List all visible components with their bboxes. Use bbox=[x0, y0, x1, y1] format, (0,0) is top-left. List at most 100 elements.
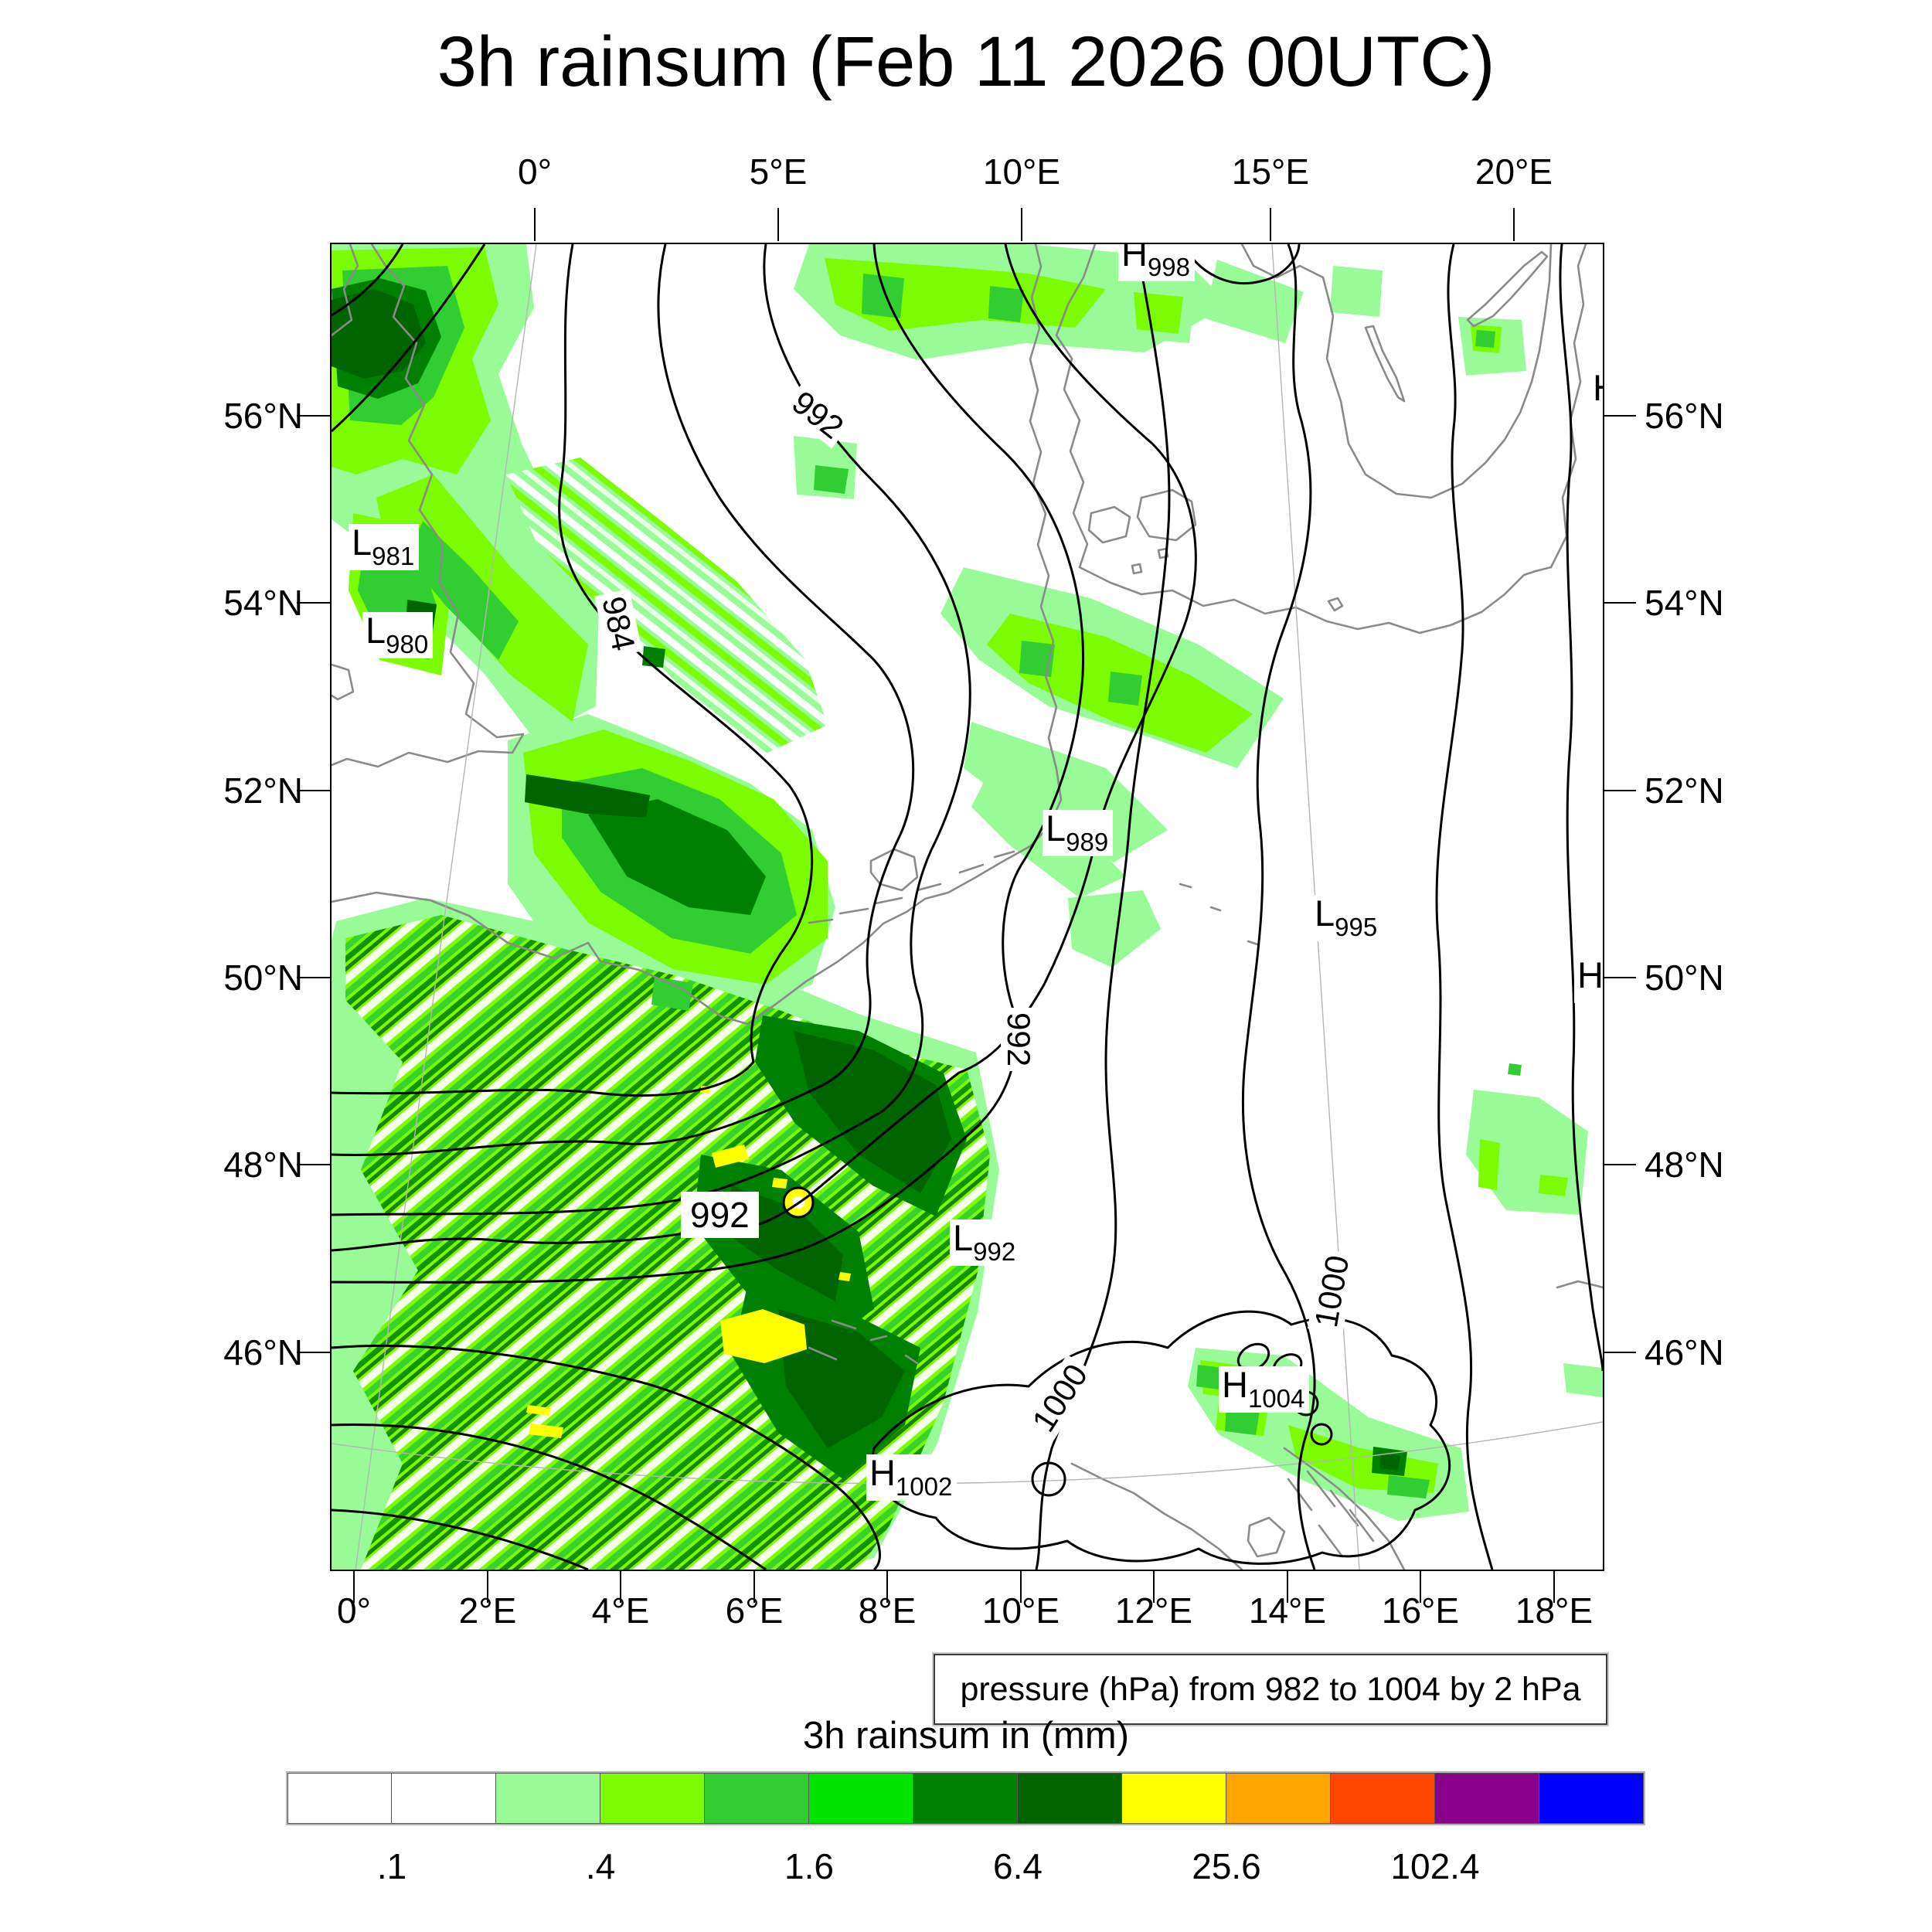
colorbar-cell bbox=[705, 1773, 809, 1824]
rain-patch bbox=[862, 274, 904, 318]
coastline-layer bbox=[332, 244, 1603, 1570]
pressure-center-letter: L bbox=[1046, 808, 1066, 849]
rain-patch-heavy bbox=[529, 1423, 563, 1438]
rain-patch-heavy bbox=[712, 1145, 749, 1168]
bottom-axis-tick-label: 4°E bbox=[591, 1590, 650, 1631]
pressure-center-value: 1002 bbox=[895, 1472, 953, 1501]
axis-tick bbox=[353, 1570, 355, 1603]
rain-patch bbox=[1539, 1175, 1568, 1196]
axis-tick bbox=[1603, 602, 1636, 604]
pressure-caption: pressure (hPa) from 982 to 1004 by 2 hPa bbox=[934, 1654, 1607, 1725]
rain-patch-heavy bbox=[526, 1405, 551, 1416]
coastline-path bbox=[746, 244, 1063, 1026]
axis-tick bbox=[886, 1570, 888, 1603]
pressure-center-value: 992 bbox=[973, 1237, 1016, 1266]
rain-patch bbox=[588, 799, 766, 915]
axis-tick bbox=[297, 1352, 330, 1353]
bottom-axis-tick-label: 12°E bbox=[1114, 1590, 1193, 1631]
colorbar-tick-label: .1 bbox=[376, 1846, 407, 1886]
bottom-axis-tick-label: 6°E bbox=[725, 1590, 784, 1631]
rain-patch-heavy bbox=[838, 1272, 851, 1281]
coastline-path bbox=[869, 848, 919, 892]
axis-tick bbox=[534, 208, 536, 241]
rain-patch bbox=[1379, 1454, 1400, 1471]
pressure-center-label: H bbox=[1590, 369, 1603, 416]
pressure-center-label: H1004 bbox=[1219, 1366, 1310, 1413]
top-axis-tick-label: 10°E bbox=[982, 151, 1061, 192]
legend-title: 3h rainsum in (mm) bbox=[802, 1715, 1130, 1757]
coastline-path bbox=[332, 891, 749, 1026]
contour-loop bbox=[1031, 1461, 1066, 1497]
axis-tick bbox=[1021, 208, 1022, 241]
right-axis-tick-label: 46°N bbox=[1645, 1332, 1724, 1372]
colorbar-cell bbox=[287, 1773, 392, 1824]
bottom-axis-tick-label: 16°E bbox=[1381, 1590, 1460, 1631]
rain-patch bbox=[1563, 1363, 1603, 1397]
axis-tick bbox=[1420, 1570, 1421, 1603]
contour-path bbox=[871, 1310, 1451, 1565]
colorbar-cell bbox=[1226, 1773, 1331, 1824]
left-axis-tick-label: 48°N bbox=[223, 1145, 303, 1185]
right-axis-tick-label: 50°N bbox=[1645, 957, 1724, 998]
rain-patch bbox=[1288, 1425, 1438, 1493]
bottom-axis-tick-label: 8°E bbox=[858, 1590, 917, 1631]
coastline-path bbox=[332, 244, 359, 337]
axis-tick bbox=[1603, 790, 1636, 791]
colorbar-tick-label: 6.4 bbox=[993, 1846, 1043, 1886]
right-axis-tick-label: 56°N bbox=[1645, 396, 1724, 436]
axis-tick bbox=[620, 1570, 621, 1603]
rain-patch bbox=[525, 774, 650, 818]
pressure-center-value: 980 bbox=[386, 630, 429, 658]
pressure-center-letter: L bbox=[1315, 893, 1335, 934]
colorbar-cell bbox=[1018, 1773, 1122, 1824]
pressure-center-letter: H bbox=[1121, 243, 1148, 274]
contour-path bbox=[1435, 244, 1494, 1570]
coastline-path bbox=[332, 244, 525, 768]
pressure-center-label: H10 bbox=[1574, 954, 1604, 1003]
pressure-center-value: 981 bbox=[372, 542, 415, 570]
colorbar bbox=[287, 1773, 1644, 1824]
pressure-center-label: L989 bbox=[1043, 808, 1114, 856]
axis-tick bbox=[1553, 1570, 1555, 1603]
pressure-center-value: 1004 bbox=[1247, 1384, 1305, 1413]
rain-patch bbox=[794, 1031, 951, 1193]
contour-path bbox=[332, 1509, 589, 1570]
colorbar-cell bbox=[496, 1773, 600, 1824]
left-axis-tick-label: 46°N bbox=[223, 1332, 303, 1372]
colorbar-cell bbox=[1122, 1773, 1226, 1824]
colorbar-cell bbox=[1539, 1773, 1644, 1824]
colorbar-cell bbox=[913, 1773, 1018, 1824]
pressure-center-letter: H bbox=[1577, 954, 1604, 995]
contour-path bbox=[332, 1344, 881, 1570]
contour-path bbox=[332, 244, 915, 1157]
map-frame: H998 L981 L980 L989 L995 L992 H1002 H100… bbox=[330, 243, 1604, 1571]
top-axis-tick-label: 0° bbox=[518, 151, 552, 192]
bottom-axis-tick-label: 18°E bbox=[1515, 1590, 1594, 1631]
axis-tick bbox=[297, 1164, 330, 1165]
coastline-path bbox=[1055, 244, 1553, 499]
rain-patch bbox=[1225, 1406, 1260, 1435]
pressure-center-value: 998 bbox=[1147, 253, 1191, 281]
rain-patch bbox=[814, 465, 849, 494]
pressure-center-value: 989 bbox=[1066, 828, 1109, 856]
left-axis-tick-label: 52°N bbox=[223, 770, 303, 811]
top-axis-tick-label: 15°E bbox=[1231, 151, 1310, 192]
rain-patch bbox=[1508, 1063, 1522, 1076]
bottom-axis-tick-label: 0° bbox=[337, 1590, 371, 1631]
pressure-center-label: H1002 bbox=[866, 1454, 957, 1501]
contour-path bbox=[332, 1423, 767, 1570]
axis-tick bbox=[1513, 208, 1515, 241]
axis-tick bbox=[297, 790, 330, 791]
contour-path bbox=[332, 244, 814, 1097]
coastline-path bbox=[808, 850, 1015, 924]
axis-tick bbox=[1270, 208, 1271, 241]
pressure-center-label: L980 bbox=[362, 612, 434, 658]
pressure-center-value: 995 bbox=[1335, 913, 1378, 941]
coastline-path bbox=[1078, 566, 1553, 634]
rain-patch bbox=[778, 1309, 905, 1448]
coastline-path bbox=[1549, 244, 1587, 569]
colorbar-cell bbox=[1435, 1773, 1539, 1824]
plot-title: 3h rainsum (Feb 11 2026 00UTC) bbox=[437, 22, 1495, 101]
rain-patch bbox=[651, 977, 693, 1011]
